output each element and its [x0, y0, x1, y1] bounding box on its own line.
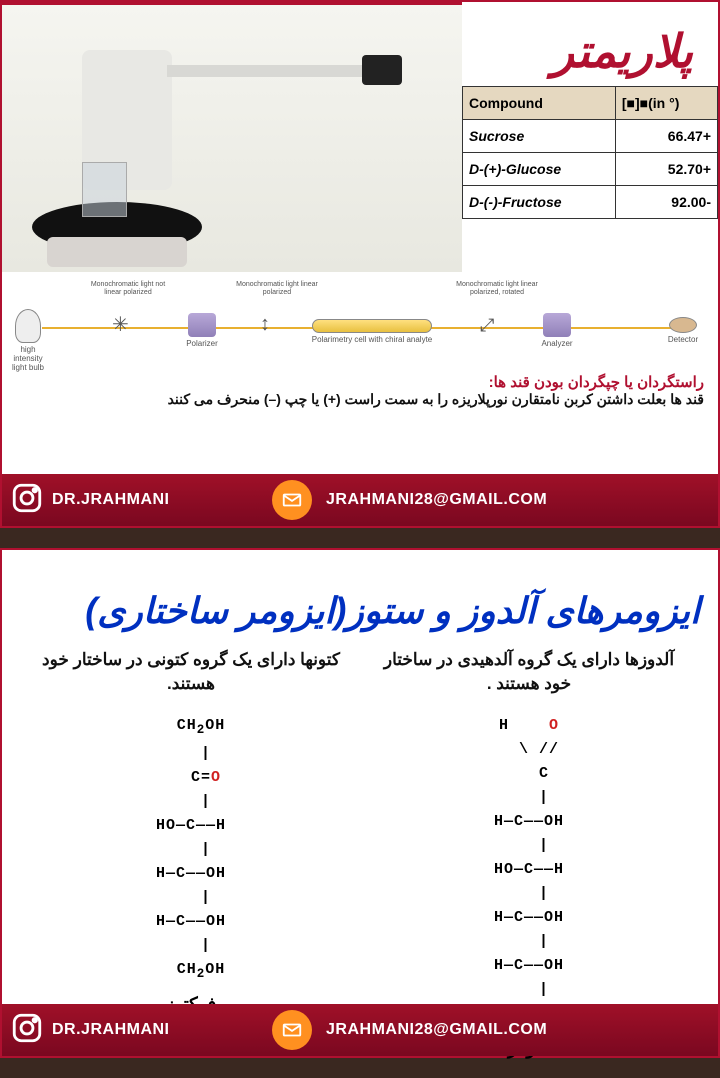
instagram-handle: DR.JRAHMANI [52, 1021, 272, 1039]
arrows-all-icon: ✳ [112, 315, 129, 335]
header-compound: Compound [463, 87, 616, 120]
rotated-label: Monochromatic light linear polarized, ro… [447, 281, 547, 297]
explanation-heading: راستگردان یا چپگردان بودن قند ها: [16, 373, 704, 391]
balance-scale [47, 237, 187, 267]
value-cell: 92.00- [615, 186, 717, 219]
aldose-column: آلدوزها دارای یک گروه آلدهیدی در ساختار … [360, 648, 698, 1059]
optics-diagram: high intensity light bulb Monochromatic … [2, 277, 718, 367]
instagram-handle: DR.JRAHMANI [52, 491, 272, 509]
footer-bar: DR.JRAHMANI JRAHMANI28@GMAIL.COM [2, 1004, 718, 1056]
bulb-icon [15, 309, 41, 343]
cell-component: Polarimetry cell with chiral analyte [307, 319, 437, 344]
analyzer-component: Analyzer [532, 313, 582, 348]
email-icon [272, 480, 312, 520]
header-rotation: [■]■(in °) [615, 87, 717, 120]
ketose-column: کتونها دارای یک گروه کتونی در ساختار خود… [22, 648, 360, 1059]
fructose-structure: CH2OH | C=O | HO—C——H | H—C——OH | H—C——O… [22, 714, 360, 986]
analyzer-icon [543, 313, 571, 337]
detector-eye-icon [669, 317, 697, 333]
slide2-title: ایزومرهای آلدوز و ستوز(ایزومر ساختاری) [2, 550, 718, 648]
explanation-block: راستگردان یا چپگردان بودن قند ها: قند ها… [2, 367, 718, 412]
compound-cell: D-(-)-Fructose [463, 186, 616, 219]
polarimeter-photo [2, 2, 462, 272]
unpolarized-label: Monochromatic light not linear polarized [88, 281, 168, 297]
table-row: Sucrose 66.47+ [463, 120, 718, 153]
email-address: JRAHMANI28@GMAIL.COM [326, 1021, 718, 1039]
slide-isomers: ایزومرهای آلدوز و ستوز(ایزومر ساختاری) آ… [0, 548, 720, 1058]
two-columns: آلدوزها دارای یک گروه آلدهیدی در ساختار … [2, 648, 718, 1059]
polarizer-component: Polarizer [182, 313, 222, 348]
slide-polarimeter: پلاریمتر Compound [■]■(in °) Sucrose 66.… [0, 0, 720, 528]
ketose-desc: کتونها دارای یک گروه کتونی در ساختار خود… [22, 648, 360, 696]
rotation-table: Compound [■]■(in °) Sucrose 66.47+ D-(+)… [462, 86, 718, 219]
aldose-desc: آلدوزها دارای یک گروه آلدهیدی در ساختار … [360, 648, 698, 696]
instagram-icon [2, 1011, 52, 1050]
email-icon [272, 1010, 312, 1050]
email-address: JRAHMANI28@GMAIL.COM [326, 491, 718, 509]
glucose-structure: H O \ // C | H—C——OH | HO—C——H | H—C——OH… [360, 714, 698, 1030]
instrument-eyepiece [362, 55, 402, 85]
beaker [82, 162, 127, 217]
polarized-label: Monochromatic light linear polarized [232, 281, 322, 297]
compound-cell: Sucrose [463, 120, 616, 153]
instagram-icon [2, 481, 52, 520]
bulb-component: high intensity light bulb [8, 309, 48, 372]
value-cell: 52.70+ [615, 153, 717, 186]
updown-arrow-icon: ↕ [260, 313, 270, 336]
table-row: D-(-)-Fructose 92.00- [463, 186, 718, 219]
table-row: D-(+)-Glucose 52.70+ [463, 153, 718, 186]
slide1-title: پلاریمتر [462, 2, 718, 86]
compound-cell: D-(+)-Glucose [463, 153, 616, 186]
explanation-body: قند ها بعلت داشتن کربن نامتقارن نورپلاری… [16, 391, 704, 408]
value-cell: 66.47+ [615, 120, 717, 153]
sample-tube-icon [312, 319, 432, 333]
bulb-label: high intensity light bulb [8, 345, 48, 372]
top-right-panel: پلاریمتر Compound [■]■(in °) Sucrose 66.… [462, 2, 718, 277]
table-header-row: Compound [■]■(in °) [463, 87, 718, 120]
detector-component: Detector [658, 317, 708, 344]
tilted-arrow-icon: ⤢ [480, 315, 494, 336]
footer-bar: DR.JRAHMANI JRAHMANI28@GMAIL.COM [2, 474, 718, 526]
top-row: پلاریمتر Compound [■]■(in °) Sucrose 66.… [2, 2, 718, 277]
polarizer-icon [188, 313, 216, 337]
